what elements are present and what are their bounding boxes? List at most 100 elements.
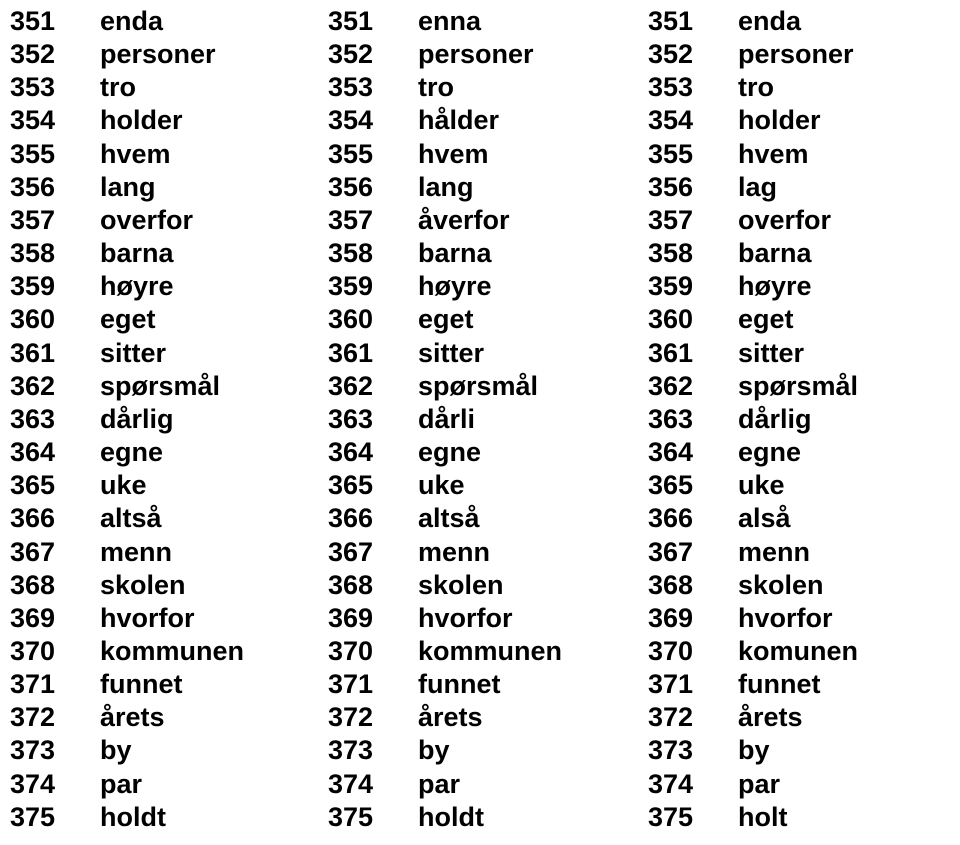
table-row: 357overfor: [646, 207, 942, 240]
table-row: 351enda: [8, 8, 326, 41]
table-row: 370komunen: [646, 638, 942, 671]
table-row: 358barna: [8, 240, 326, 273]
row-number: 363: [8, 406, 80, 433]
table-row: 369hvorfor: [646, 605, 942, 638]
table-row: 373by: [326, 737, 646, 770]
table-row: 367menn: [326, 539, 646, 572]
row-word: barna: [80, 240, 326, 267]
row-number: 370: [646, 638, 718, 665]
row-number: 355: [326, 141, 398, 168]
table-row: 369hvorfor: [8, 605, 326, 638]
row-number: 365: [646, 472, 718, 499]
table-row: 362spørsmål: [8, 373, 326, 406]
row-number: 359: [326, 273, 398, 300]
table-row: 361sitter: [8, 340, 326, 373]
row-number: 374: [8, 771, 80, 798]
row-word: overfor: [80, 207, 326, 234]
row-word: menn: [398, 539, 646, 566]
row-word: holdt: [398, 804, 646, 831]
row-word: by: [80, 737, 326, 764]
table-row: 360eget: [8, 306, 326, 339]
row-number: 373: [8, 737, 80, 764]
row-word: uke: [398, 472, 646, 499]
row-word: hvorfor: [398, 605, 646, 632]
row-number: 362: [326, 373, 398, 400]
row-word: altså: [398, 505, 646, 532]
column-2: 351enna352personer353tro354hålder355hvem…: [326, 8, 646, 837]
table-row: 355hvem: [8, 141, 326, 174]
row-word: skolen: [80, 572, 326, 599]
row-number: 358: [646, 240, 718, 267]
row-number: 355: [646, 141, 718, 168]
table-row: 375holdt: [8, 804, 326, 837]
row-number: 358: [326, 240, 398, 267]
row-word: sitter: [718, 340, 942, 367]
table-row: 374par: [646, 771, 942, 804]
row-number: 361: [646, 340, 718, 367]
table-row: 373by: [646, 737, 942, 770]
row-number: 368: [646, 572, 718, 599]
row-number: 364: [646, 439, 718, 466]
row-word: kommunen: [398, 638, 646, 665]
row-word: dårli: [398, 406, 646, 433]
table-row: 358barna: [326, 240, 646, 273]
row-word: egne: [398, 439, 646, 466]
row-word: lang: [398, 174, 646, 201]
table-row: 364egne: [646, 439, 942, 472]
row-word: barna: [398, 240, 646, 267]
row-word: alså: [718, 505, 942, 532]
row-word: egne: [80, 439, 326, 466]
row-word: overfor: [718, 207, 942, 234]
row-number: 361: [326, 340, 398, 367]
row-word: komunen: [718, 638, 942, 665]
table-row: 372årets: [646, 704, 942, 737]
row-word: spørsmål: [398, 373, 646, 400]
row-word: holdt: [80, 804, 326, 831]
row-number: 356: [8, 174, 80, 201]
row-word: hvorfor: [718, 605, 942, 632]
row-word: hvorfor: [80, 605, 326, 632]
table-row: 359høyre: [326, 273, 646, 306]
row-number: 374: [326, 771, 398, 798]
row-word: uke: [718, 472, 942, 499]
table-row: 357overfor: [8, 207, 326, 240]
row-number: 362: [8, 373, 80, 400]
table-row: 354holder: [646, 107, 942, 140]
row-number: 356: [326, 174, 398, 201]
row-word: funnet: [398, 671, 646, 698]
row-number: 370: [8, 638, 80, 665]
row-number: 372: [326, 704, 398, 731]
row-word: dårlig: [718, 406, 942, 433]
row-number: 372: [8, 704, 80, 731]
row-number: 368: [8, 572, 80, 599]
row-word: høyre: [80, 273, 326, 300]
row-word: eget: [398, 306, 646, 333]
row-word: dårlig: [80, 406, 326, 433]
row-number: 351: [8, 8, 80, 35]
row-word: funnet: [80, 671, 326, 698]
row-word: menn: [80, 539, 326, 566]
word-list-table: 351enda352personer353tro354holder355hvem…: [0, 0, 960, 845]
row-word: by: [398, 737, 646, 764]
row-number: 375: [326, 804, 398, 831]
table-row: 363dårlig: [646, 406, 942, 439]
row-number: 352: [326, 41, 398, 68]
table-row: 356lang: [8, 174, 326, 207]
row-number: 357: [8, 207, 80, 234]
table-row: 352personer: [646, 41, 942, 74]
row-number: 366: [326, 505, 398, 532]
row-word: høyre: [718, 273, 942, 300]
row-number: 358: [8, 240, 80, 267]
table-row: 369hvorfor: [326, 605, 646, 638]
row-word: eget: [80, 306, 326, 333]
table-row: 368skolen: [646, 572, 942, 605]
table-row: 365uke: [8, 472, 326, 505]
table-row: 355hvem: [646, 141, 942, 174]
row-word: menn: [718, 539, 942, 566]
row-number: 352: [646, 41, 718, 68]
row-word: holt: [718, 804, 942, 831]
row-number: 371: [646, 671, 718, 698]
row-number: 360: [646, 306, 718, 333]
row-word: holder: [80, 107, 326, 134]
row-number: 364: [8, 439, 80, 466]
